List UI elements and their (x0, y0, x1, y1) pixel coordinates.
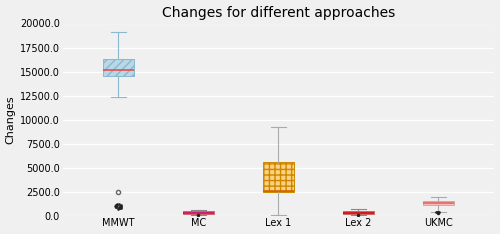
Y-axis label: Changes: Changes (6, 95, 16, 144)
Bar (184, 211, 214, 214)
Bar (104, 59, 134, 76)
Bar (424, 201, 454, 205)
Bar (344, 211, 374, 214)
Title: Changes for different approaches: Changes for different approaches (162, 6, 395, 20)
Bar (264, 162, 294, 192)
